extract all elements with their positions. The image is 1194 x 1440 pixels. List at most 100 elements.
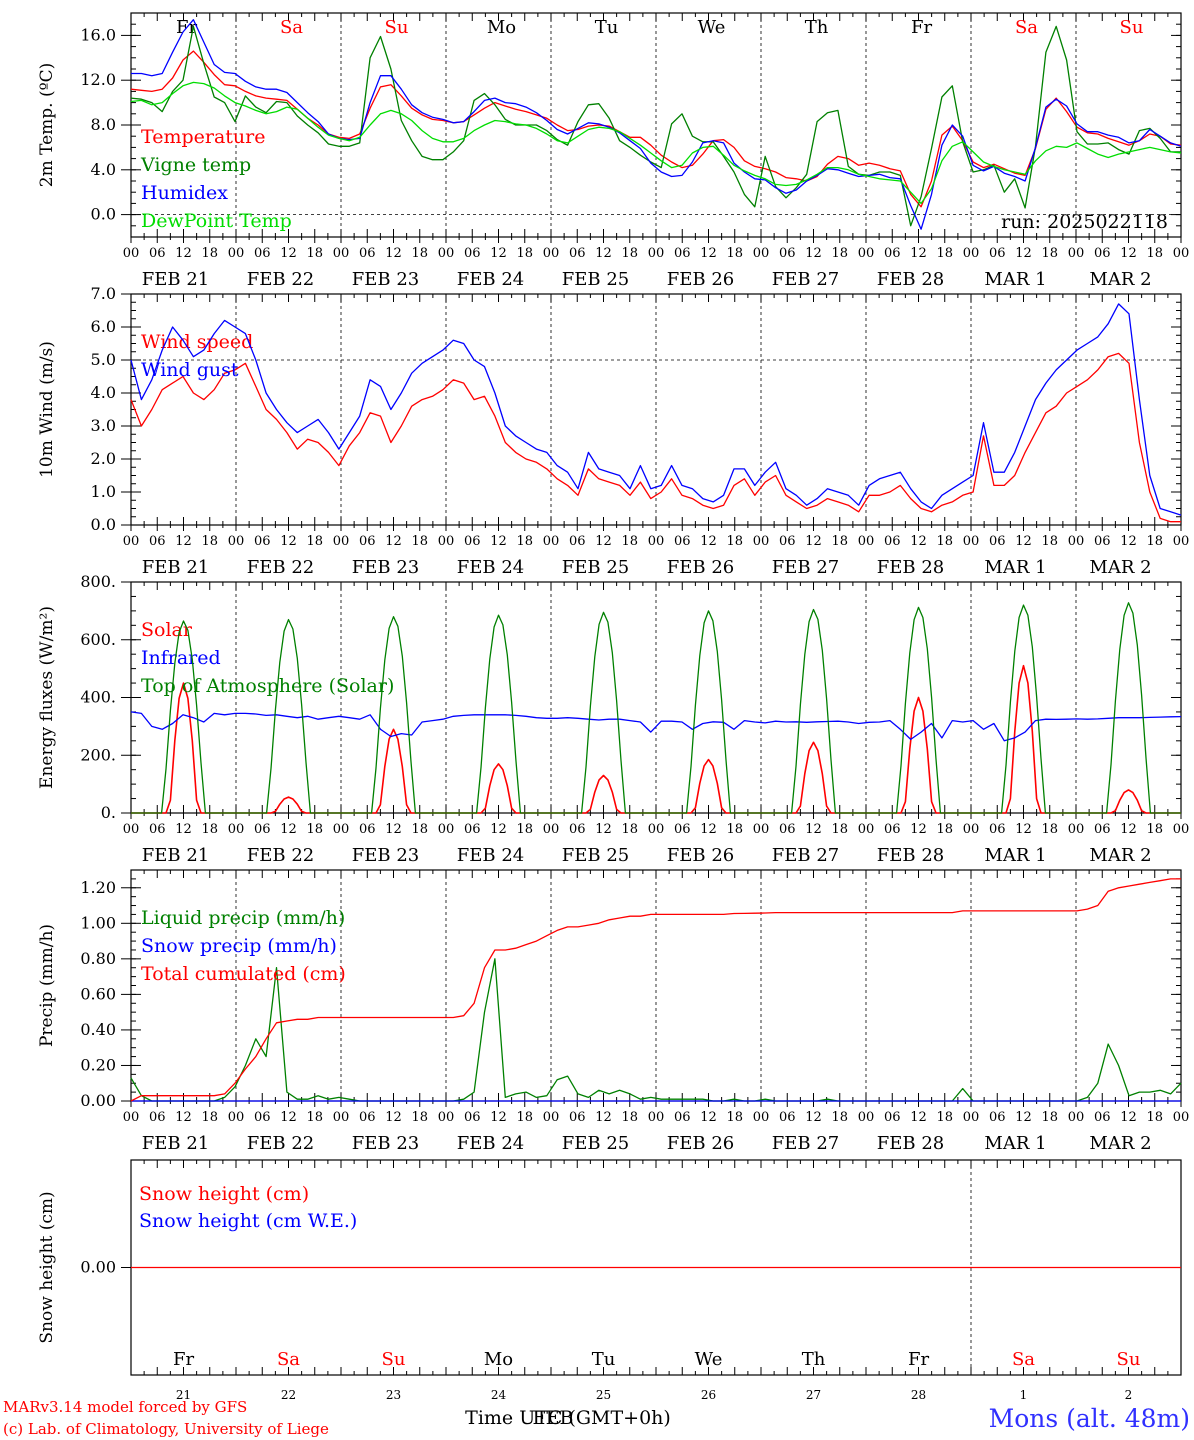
hour-tick-label: 12 bbox=[280, 246, 297, 261]
date-tick-label: FEB 26 bbox=[667, 269, 734, 290]
weekday-label: Su bbox=[1117, 1349, 1141, 1370]
weekday-label: Th bbox=[802, 1349, 826, 1370]
hour-tick-label: 12 bbox=[700, 822, 717, 837]
hour-tick-label: 12 bbox=[490, 246, 507, 261]
date-tick-label: FEB 22 bbox=[247, 1133, 314, 1154]
hour-tick-label: 00 bbox=[543, 246, 560, 261]
date-tick-label: FEB 27 bbox=[772, 845, 839, 866]
hour-tick-label: 06 bbox=[779, 534, 796, 549]
hour-tick-label: 18 bbox=[831, 534, 848, 549]
hour-tick-label: 12 bbox=[700, 1110, 717, 1125]
hour-tick-label: 06 bbox=[674, 246, 691, 261]
hour-tick-label: 12 bbox=[595, 534, 612, 549]
series-humidex bbox=[131, 19, 1182, 230]
hour-tick-label: 00 bbox=[123, 1110, 140, 1125]
weekday-label: Mo bbox=[487, 17, 516, 38]
date-tick-label: FEB 27 bbox=[772, 557, 839, 578]
hour-tick-label: 06 bbox=[254, 1110, 271, 1125]
hour-tick-label: 18 bbox=[201, 246, 218, 261]
date-tick-label: FEB 26 bbox=[667, 845, 734, 866]
hour-tick-label: 12 bbox=[1120, 822, 1137, 837]
y-tick-label: 400. bbox=[80, 688, 116, 707]
weekday-label: Su bbox=[382, 1349, 406, 1370]
hour-tick-label: 06 bbox=[569, 1110, 586, 1125]
hour-tick-label: 18 bbox=[1146, 822, 1163, 837]
legend-entry: Vigne temp bbox=[140, 154, 251, 176]
hour-tick-label: 18 bbox=[621, 822, 638, 837]
date-tick-label: MAR 1 bbox=[984, 845, 1046, 866]
hour-tick-label: 12 bbox=[490, 1110, 507, 1125]
hour-tick-label: 18 bbox=[1041, 246, 1058, 261]
day-number-label: 27 bbox=[806, 1388, 821, 1402]
hour-tick-label: 00 bbox=[858, 534, 875, 549]
lab-credit: (c) Lab. of Climatology, University of L… bbox=[3, 1420, 329, 1438]
hour-tick-label: 18 bbox=[201, 534, 218, 549]
hour-tick-label: 12 bbox=[1120, 1110, 1137, 1125]
hour-tick-label: 12 bbox=[385, 534, 402, 549]
model-credit: MARv3.14 model forced by GFS bbox=[3, 1398, 247, 1416]
hour-tick-label: 06 bbox=[149, 1110, 166, 1125]
day-number-label: 25 bbox=[596, 1388, 611, 1402]
y-tick-label: 800. bbox=[80, 572, 116, 591]
hour-tick-label: 00 bbox=[228, 1110, 245, 1125]
hour-tick-label: 06 bbox=[779, 1110, 796, 1125]
hour-tick-label: 06 bbox=[464, 1110, 481, 1125]
hour-tick-label: 18 bbox=[936, 1110, 953, 1125]
hour-tick-label: 00 bbox=[753, 822, 770, 837]
hour-tick-label: 12 bbox=[805, 822, 822, 837]
hour-tick-label: 00 bbox=[963, 246, 980, 261]
time-axis-title: Time UTC (GMT+0h) bbox=[465, 1407, 671, 1429]
hour-tick-label: 12 bbox=[1015, 822, 1032, 837]
hour-tick-label: 00 bbox=[543, 822, 560, 837]
hour-tick-label: 12 bbox=[1015, 534, 1032, 549]
hour-tick-label: 12 bbox=[805, 534, 822, 549]
hour-tick-label: 12 bbox=[175, 1110, 192, 1125]
date-tick-label: FEB 21 bbox=[142, 1133, 209, 1154]
y-tick-label: 3.0 bbox=[91, 416, 116, 435]
y-tick-label: 0.0 bbox=[91, 205, 116, 224]
hour-tick-label: 00 bbox=[753, 246, 770, 261]
hour-tick-label: 12 bbox=[280, 822, 297, 837]
hour-tick-label: 18 bbox=[726, 534, 743, 549]
y-tick-label: 600. bbox=[80, 630, 116, 649]
day-number-label: 26 bbox=[701, 1388, 716, 1402]
hour-tick-label: 18 bbox=[411, 246, 428, 261]
date-tick-label: FEB 25 bbox=[562, 1133, 629, 1154]
y-tick-label: 0.60 bbox=[80, 984, 116, 1003]
weekday-label: We bbox=[698, 17, 726, 38]
y-tick-label: 1.20 bbox=[80, 878, 116, 897]
hour-tick-label: 18 bbox=[1146, 246, 1163, 261]
hour-tick-label: 12 bbox=[280, 534, 297, 549]
date-tick-label: FEB 24 bbox=[457, 557, 524, 578]
date-tick-label: FEB 25 bbox=[562, 845, 629, 866]
hour-tick-label: 00 bbox=[648, 1110, 665, 1125]
hour-tick-label: 12 bbox=[385, 246, 402, 261]
energy-panel: 0. 200. 400. 600. 800. Energy fluxes (W/m²) 00… bbox=[37, 572, 1189, 866]
day-number-label: 2 bbox=[1125, 1388, 1133, 1402]
date-tick-label: FEB 21 bbox=[142, 845, 209, 866]
hour-tick-label: 12 bbox=[385, 822, 402, 837]
hour-tick-label: 06 bbox=[359, 246, 376, 261]
date-tick-label: FEB 27 bbox=[772, 269, 839, 290]
legend-entry: Humidex bbox=[141, 182, 228, 204]
hour-tick-label: 12 bbox=[1015, 1110, 1032, 1125]
date-tick-label: FEB 22 bbox=[247, 557, 314, 578]
hour-tick-label: 06 bbox=[359, 1110, 376, 1125]
legend-entry: Snow height (cm W.E.) bbox=[139, 1210, 357, 1232]
date-tick-label: FEB 24 bbox=[457, 1133, 524, 1154]
hour-tick-label: 12 bbox=[1120, 534, 1137, 549]
y-tick-label: 0.00 bbox=[80, 1091, 116, 1110]
hour-tick-label: 00 bbox=[438, 1110, 455, 1125]
day-number-label: 23 bbox=[386, 1388, 401, 1402]
hour-tick-label: 00 bbox=[438, 822, 455, 837]
y-axis-title: 2m Temp. (ºC) bbox=[37, 63, 57, 188]
date-tick-label: MAR 2 bbox=[1089, 1133, 1151, 1154]
series-top-of-atmosphere-solar bbox=[131, 602, 1181, 814]
hour-tick-label: 06 bbox=[254, 534, 271, 549]
hour-tick-label: 00 bbox=[123, 246, 140, 261]
hour-tick-label: 00 bbox=[1068, 822, 1085, 837]
weekday-label: Sa bbox=[280, 17, 303, 38]
run-label: run: 2025022118 bbox=[1001, 211, 1168, 233]
hour-tick-label: 06 bbox=[359, 534, 376, 549]
day-number-label: 22 bbox=[281, 1388, 296, 1402]
